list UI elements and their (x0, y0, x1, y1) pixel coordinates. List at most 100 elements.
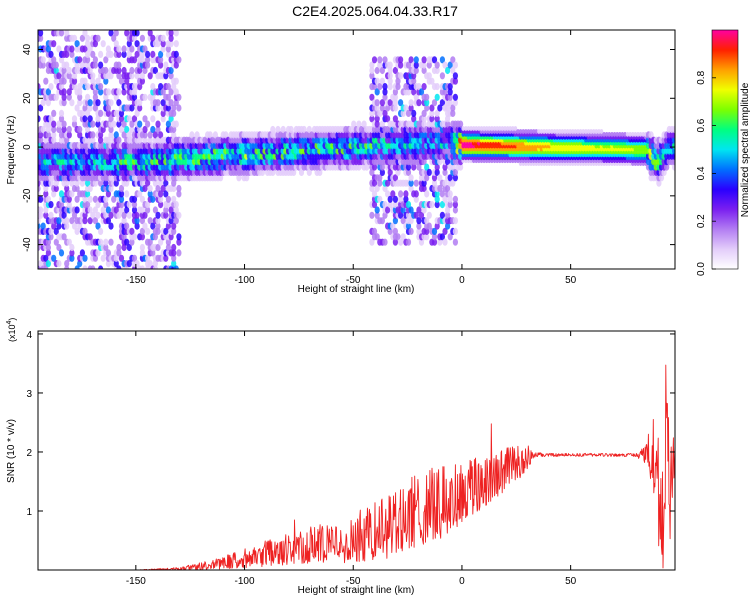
spectrogram-cell (38, 243, 41, 252)
spectrogram-cell (403, 195, 409, 203)
spectrogram-cell (74, 184, 80, 193)
spectrogram-cell (450, 163, 456, 171)
spectrogram-cell (547, 129, 552, 134)
spectrogram-cell (392, 174, 398, 182)
spectrogram-x-tick-label: -100 (235, 275, 255, 286)
spectrogram-cell (124, 238, 130, 246)
spectrogram-cell (142, 66, 148, 75)
spectrogram-cell (95, 34, 101, 42)
spectrogram-cell (442, 227, 448, 235)
spectrogram-cell (155, 211, 161, 219)
spectrogram-cell (45, 260, 52, 268)
spectrogram-cell (364, 163, 370, 171)
spectrogram-cell (369, 115, 375, 123)
spectrogram-cell (48, 83, 54, 91)
spectrogram-cell (98, 50, 104, 59)
spectrogram-cell (126, 50, 132, 59)
spectrogram-cell (71, 211, 78, 219)
snr-y-tick-label: 4 (26, 330, 32, 341)
spectrogram-cell (431, 227, 438, 235)
colorbar-gradient (711, 29, 739, 270)
spectrogram-cell (92, 40, 98, 48)
spectrogram-cell (452, 206, 458, 214)
spectrogram-cell (105, 190, 111, 198)
colorbar-label: Normalized spectral amplitude (740, 82, 750, 217)
spectrogram-cell (371, 201, 378, 209)
spectrogram-cell (131, 206, 138, 214)
spectrogram-cell (429, 77, 435, 85)
spectrogram-cell (51, 136, 57, 144)
spectrogram-cell (424, 190, 430, 198)
spectrogram-cell (145, 61, 151, 69)
spectrogram-cell (160, 99, 166, 107)
spectrogram-cell (434, 93, 440, 101)
spectrogram-cell (165, 243, 171, 252)
spectrogram-cell (638, 132, 643, 137)
spectrogram-cell (408, 99, 414, 107)
spectrogram-cell (387, 195, 393, 203)
spectrogram-cell (147, 136, 153, 144)
spectrogram-cell (173, 206, 179, 214)
spectrogram-cell (108, 211, 114, 219)
spectrogram-cell (656, 179, 662, 187)
spectrogram-cell (131, 201, 138, 209)
spectrogram-cell (165, 195, 171, 203)
spectrogram-cell (408, 174, 414, 182)
spectrogram-cell (445, 104, 451, 112)
spectrogram-cell (171, 249, 177, 257)
spectrogram-cell (64, 217, 70, 225)
spectrogram-cell (385, 206, 391, 214)
spectrogram-cell (379, 104, 385, 112)
spectrogram-cell (482, 126, 486, 131)
spectrogram-cell (160, 40, 166, 48)
spectrogram-cell (131, 195, 138, 203)
spectrogram-cell (599, 129, 604, 134)
spectrogram-cell (672, 158, 675, 166)
spectrogram-cell (66, 238, 72, 246)
spectrogram-cell (116, 211, 122, 219)
spectrogram-cell (48, 211, 54, 219)
spectrogram-cell (371, 56, 378, 64)
spectrogram-cell (421, 158, 427, 166)
spectrogram-cell (413, 195, 419, 203)
spectrogram-cell (168, 206, 174, 214)
spectrogram-cell (445, 66, 451, 75)
spectrogram-cell (369, 168, 375, 176)
spectrogram-cell (165, 201, 171, 209)
spectrogram-cell (64, 260, 70, 268)
spectrogram-cell (218, 174, 224, 182)
spectrogram-cell (664, 163, 670, 171)
spectrogram-cell (58, 30, 65, 37)
spectrogram-cell (275, 125, 281, 134)
spectrogram-cell (168, 99, 174, 107)
spectrogram-cell (61, 77, 67, 85)
spectrogram-cell (416, 163, 422, 171)
figure-title: C2E4.2025.064.04.33.R17 (292, 3, 458, 19)
spectrogram-cell (431, 238, 438, 246)
spectrogram-cell (92, 56, 98, 64)
spectrogram-cell (351, 120, 357, 128)
spectrogram-cell (158, 61, 164, 69)
spectrogram-cell (137, 66, 143, 75)
spectrogram-cell (484, 126, 489, 131)
spectrogram-cell (431, 174, 438, 182)
spectrogram-cell (421, 61, 427, 69)
spectrogram-cell (672, 125, 675, 134)
svg-text:(x104): (x104) (6, 318, 17, 342)
spectrogram-cell (382, 93, 388, 101)
spectrogram-cell (387, 83, 393, 91)
snr-y-tick-label: 1 (26, 507, 32, 518)
spectrogram-cell (168, 40, 174, 48)
snr-y-ticks: 1 2 3 4 (26, 330, 675, 518)
spectrogram-cell (408, 206, 414, 214)
spectrogram-cell (450, 66, 456, 75)
spectrogram-cell (439, 211, 445, 219)
spectrogram-cell (139, 206, 145, 214)
spectrogram-cell (615, 132, 619, 137)
spectrogram-cell (124, 77, 130, 85)
spectrogram-cell (171, 104, 177, 112)
spectrogram-cell (594, 129, 599, 134)
spectrogram-cell (426, 61, 432, 69)
colorbar-tick-label: 0.8 (696, 70, 707, 84)
spectrogram-cell (374, 77, 380, 85)
